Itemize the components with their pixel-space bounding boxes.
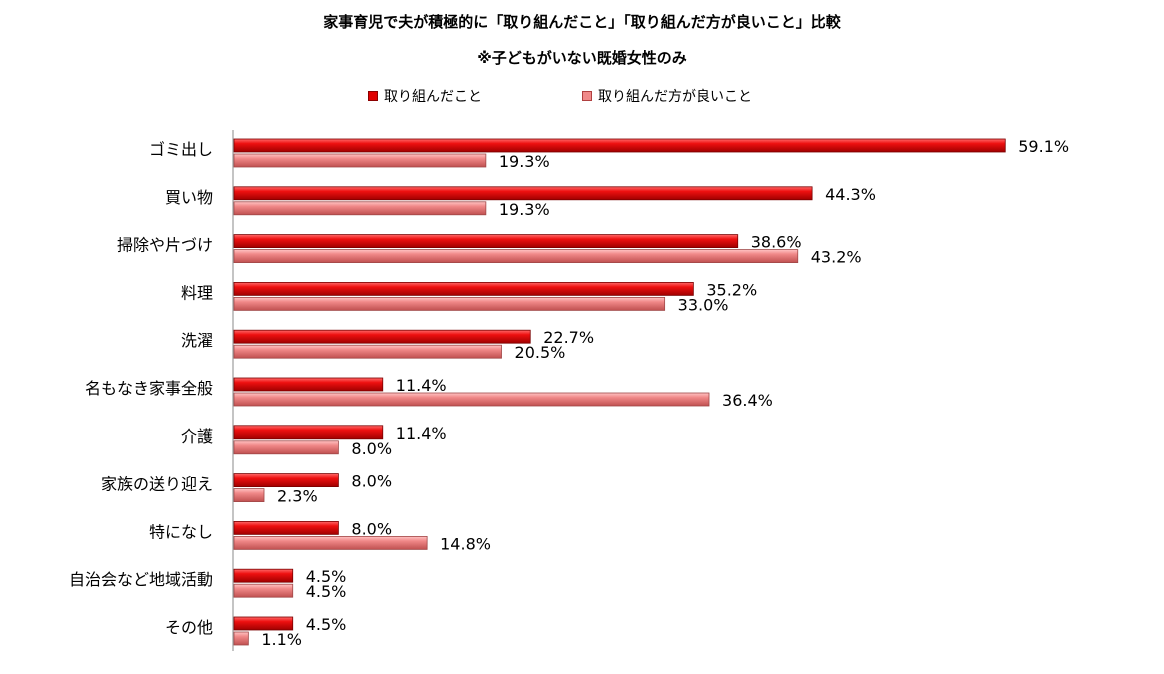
data-label-series-2: 19.3%	[499, 200, 550, 219]
data-label-series-2: 2.3%	[277, 487, 318, 506]
category-label: 買い物	[165, 188, 213, 207]
bar-series-2	[233, 201, 487, 216]
data-label-series-2: 8.0%	[351, 439, 392, 458]
chart-title: 家事育児で夫が積極的に「取り組んだこと」「取り組んだ方が良いこと」比較	[323, 13, 841, 31]
data-label-series-1: 59.1%	[1018, 137, 1069, 156]
bar-series-1	[233, 568, 294, 583]
data-label-series-2: 1.1%	[261, 630, 302, 649]
bar-series-2	[233, 536, 428, 550]
data-label-series-1: 11.4%	[396, 424, 447, 443]
bar-series-2	[233, 153, 487, 168]
data-label-series-2: 4.5%	[306, 582, 347, 601]
bar-series-2	[233, 344, 502, 359]
bar-series-2	[233, 583, 294, 598]
category-label: ゴミ出し	[149, 140, 213, 159]
data-label-series-1: 8.0%	[351, 519, 392, 538]
legend-item-series-1: 取り組んだこと	[368, 86, 482, 106]
bar-series-2	[233, 631, 249, 646]
data-label-series-2: 43.2%	[811, 248, 862, 267]
bar-series-1	[233, 281, 694, 296]
data-label-series-1: 4.5%	[306, 615, 347, 634]
category-label: 自治会など地域活動	[69, 570, 213, 589]
data-label-series-2: 19.3%	[499, 152, 550, 171]
data-label-series-2: 14.8%	[440, 534, 491, 553]
bar-series-1	[233, 616, 294, 631]
category-label: 家族の送り迎え	[101, 475, 213, 494]
bar-series-1	[233, 234, 739, 249]
data-label-series-1: 4.5%	[306, 567, 347, 586]
bar-series-2	[233, 296, 666, 311]
category-label: 特になし	[149, 522, 213, 541]
category-label: 介護	[181, 427, 213, 446]
category-label: その他	[165, 618, 213, 637]
data-label-series-1: 35.2%	[706, 280, 757, 299]
bar-series-2	[233, 440, 339, 455]
data-label-series-1: 44.3%	[825, 185, 876, 204]
legend-item-series-2: 取り組んだ方が良いこと	[582, 86, 752, 106]
bar-series-1	[233, 329, 531, 344]
data-label-series-1: 22.7%	[543, 328, 594, 347]
bar-series-1	[233, 138, 1006, 153]
bar-series-2	[233, 488, 265, 503]
bar-series-2	[233, 249, 799, 264]
category-label: 料理	[181, 283, 213, 302]
data-label-series-1: 38.6%	[751, 233, 802, 252]
bar-series-1	[233, 377, 384, 392]
bar-series-1	[233, 473, 339, 488]
legend-label-series-1: 取り組んだこと	[384, 89, 482, 105]
data-label-series-2: 20.5%	[515, 343, 566, 362]
data-label-series-2: 36.4%	[722, 391, 773, 410]
legend-swatch-series-2	[582, 91, 592, 101]
chart-subtitle: ※子どもがいない既婚女性のみ	[477, 49, 687, 67]
data-label-series-1: 11.4%	[396, 376, 447, 395]
bar-series-1	[233, 521, 339, 535]
legend-swatch-series-1	[368, 91, 378, 101]
bar-series-2	[233, 392, 710, 407]
bar-series-1	[233, 186, 813, 201]
data-label-series-1: 8.0%	[351, 472, 392, 491]
category-label: 名もなき家事全般	[85, 379, 213, 398]
category-label: 掃除や片づけ	[117, 236, 213, 255]
category-label: 洗濯	[181, 331, 213, 350]
legend-label-series-2: 取り組んだ方が良いこと	[598, 89, 752, 105]
data-label-series-2: 33.0%	[678, 295, 729, 314]
bar-series-1	[233, 425, 384, 440]
